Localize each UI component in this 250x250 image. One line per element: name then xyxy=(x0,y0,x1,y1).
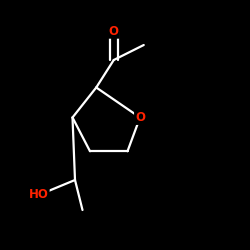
Text: HO: HO xyxy=(29,188,49,202)
Text: O: O xyxy=(109,25,119,38)
Text: O: O xyxy=(135,111,145,124)
